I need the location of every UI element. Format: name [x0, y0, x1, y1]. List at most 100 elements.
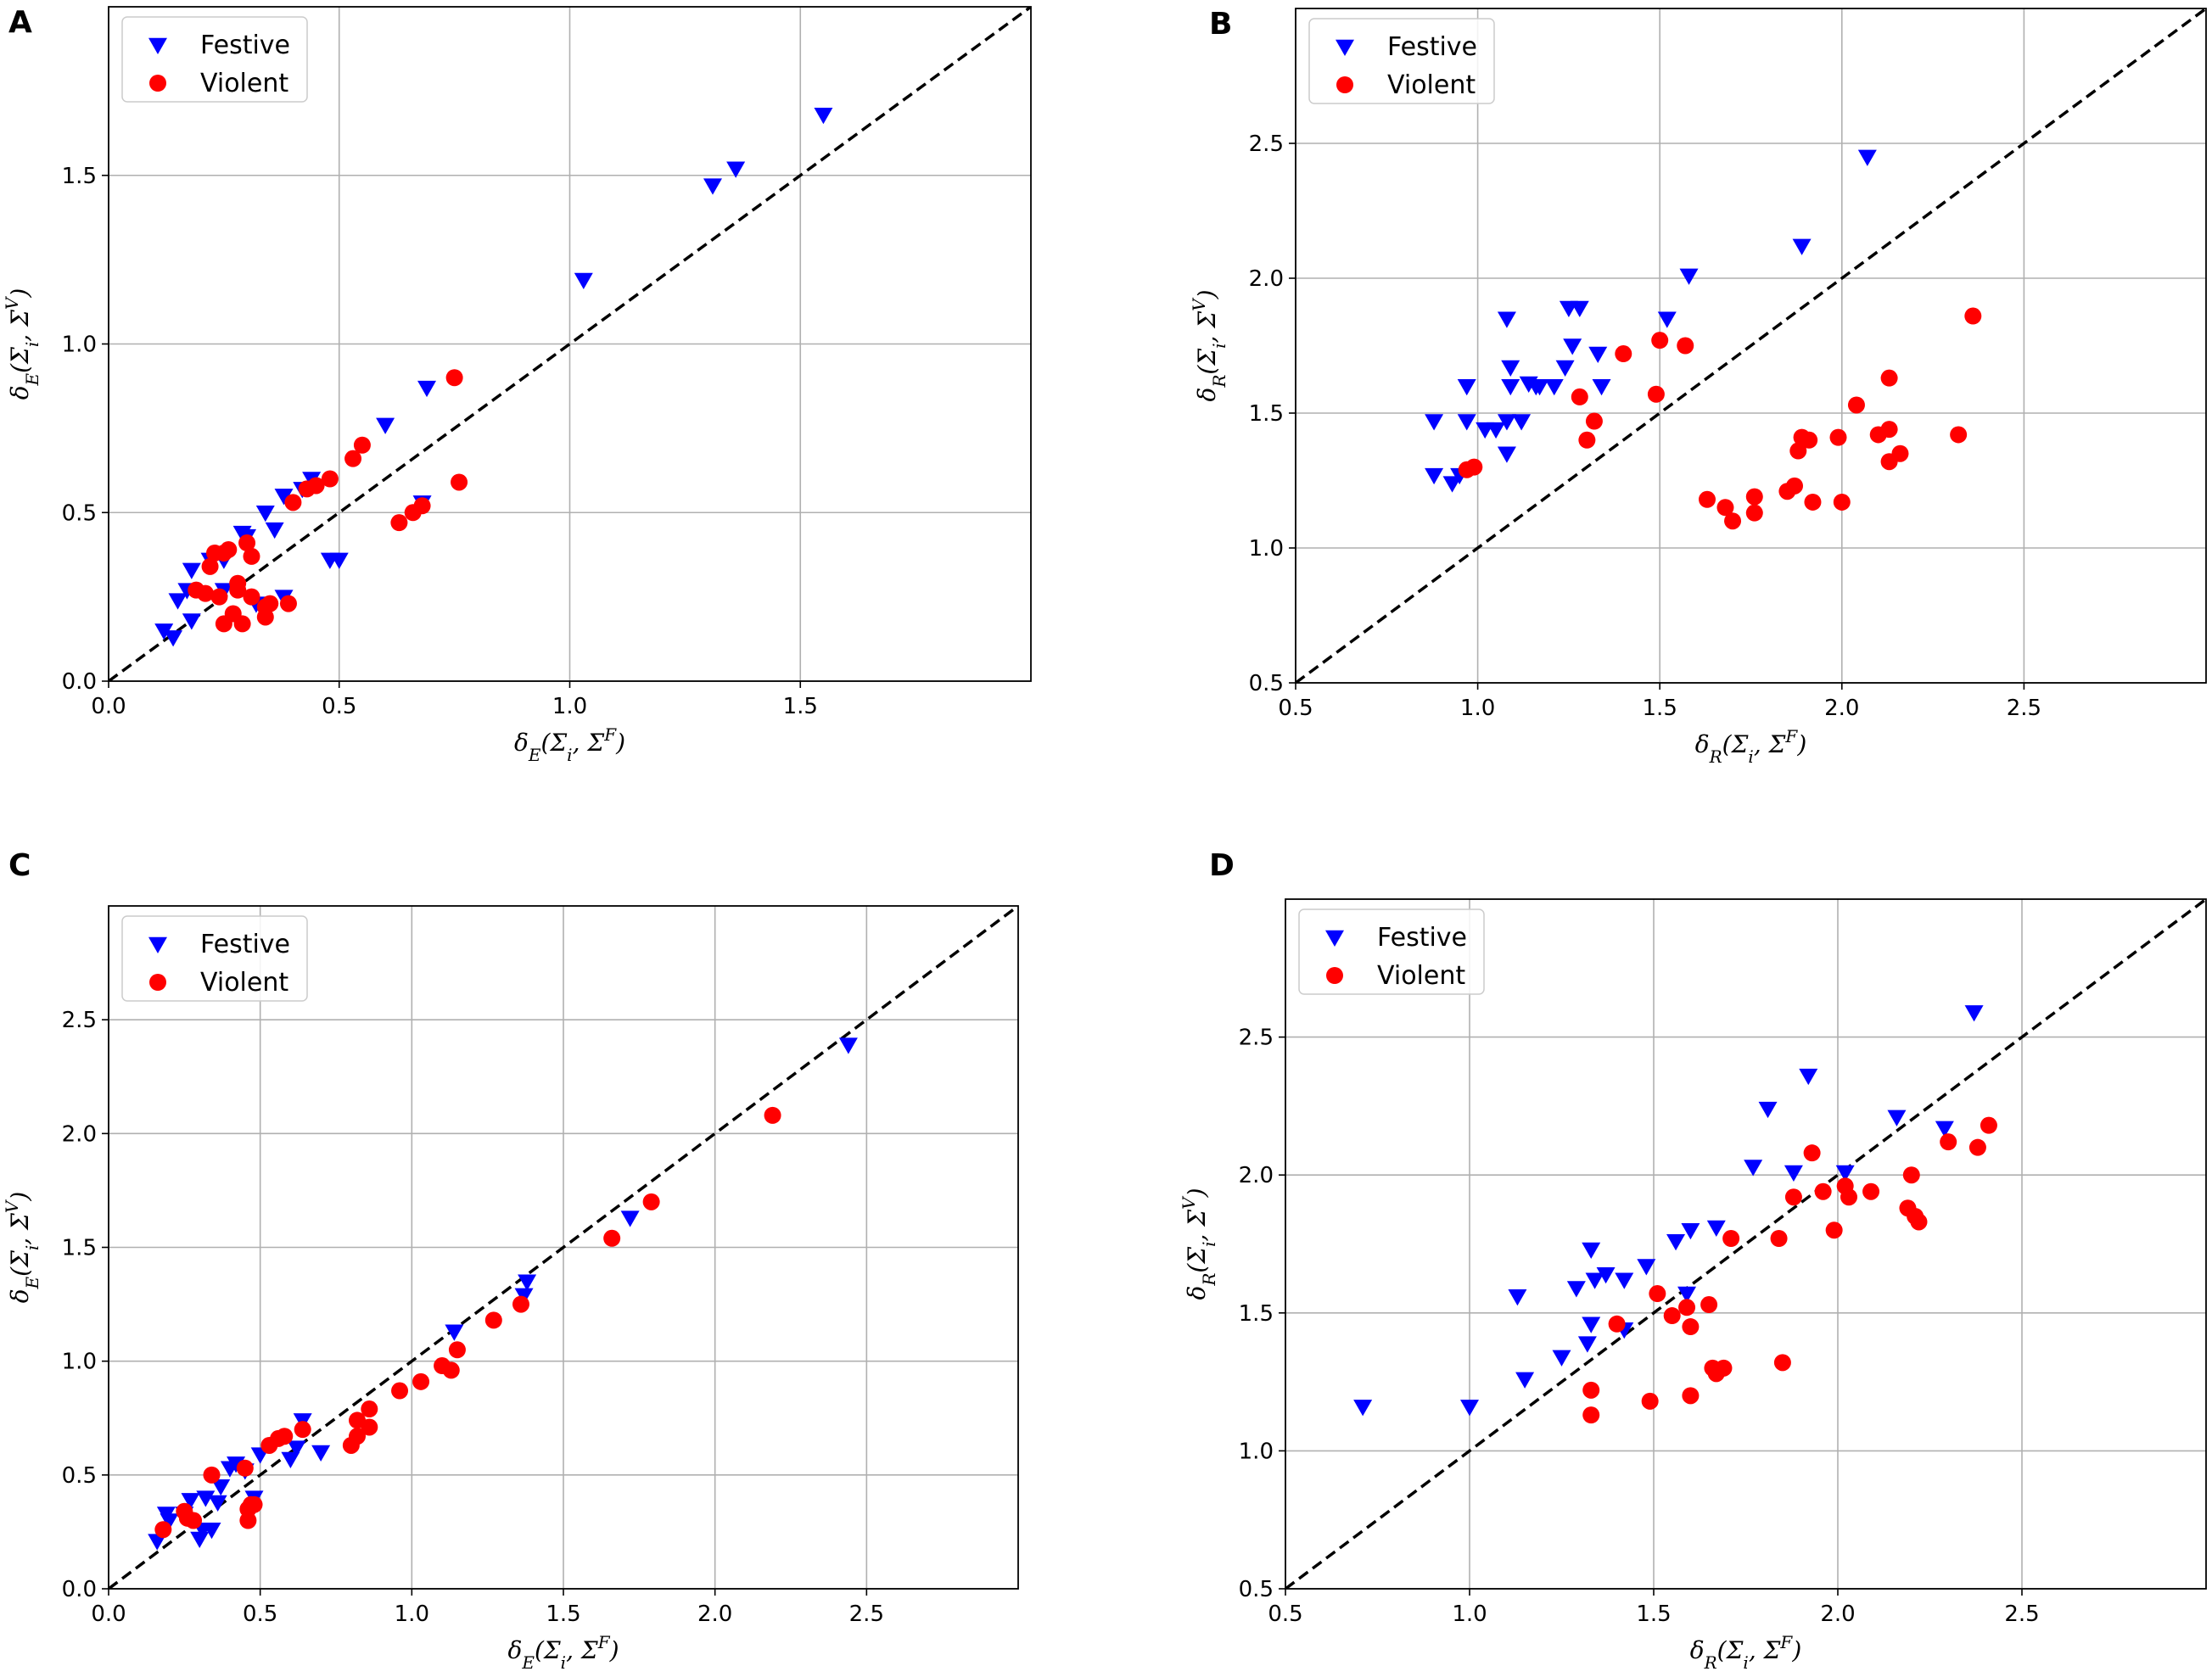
- y-tick-label: 2.0: [1249, 266, 1284, 292]
- x-tick-label: 0.5: [1268, 1602, 1302, 1627]
- violent-point: [1784, 1188, 1802, 1206]
- violent-point: [1800, 431, 1818, 449]
- festive-point: [202, 1522, 221, 1540]
- violent-point: [1789, 442, 1807, 460]
- y-tick-label: 1.0: [62, 333, 97, 358]
- x-tick-label: 0.5: [322, 694, 356, 719]
- festive-point: [1544, 378, 1564, 396]
- festive-point: [1460, 1400, 1479, 1417]
- violent-point: [201, 557, 219, 575]
- festive-point: [1577, 1336, 1597, 1353]
- violent-point: [154, 1521, 172, 1539]
- violent-point: [1902, 1166, 1920, 1184]
- festive-point: [1835, 1165, 1855, 1182]
- legend: Festive Violent: [1308, 18, 1495, 104]
- violent-point: [1647, 385, 1665, 403]
- festive-point: [1497, 414, 1516, 431]
- violent-point: [321, 470, 339, 488]
- y-tick-label: 2.0: [62, 1121, 97, 1147]
- y-tick-label: 1.5: [62, 1236, 97, 1261]
- festive-point: [1457, 414, 1476, 431]
- y-tick-label: 1.5: [1249, 401, 1284, 427]
- series-violent: [188, 369, 468, 633]
- plot-frame: [1285, 898, 2207, 1590]
- festive-point: [1657, 311, 1677, 328]
- x-tick-label: 2.5: [2007, 696, 2041, 721]
- y-tick-label: 1.0: [1239, 1439, 1274, 1464]
- festive-point: [1615, 1272, 1634, 1289]
- violent-point: [1847, 396, 1865, 414]
- festive-point: [1582, 1242, 1601, 1260]
- violent-point: [1578, 431, 1596, 449]
- violent-point: [284, 494, 302, 511]
- festive-point: [1677, 1286, 1697, 1304]
- festive-point: [1592, 378, 1611, 396]
- violent-point: [391, 1382, 409, 1400]
- panel-letter: A: [8, 5, 32, 40]
- festive-point: [1501, 378, 1520, 396]
- violent-point: [1770, 1229, 1788, 1247]
- violent-point: [238, 534, 256, 552]
- x-tick-label: 1.0: [552, 694, 587, 719]
- panel-letter: C: [8, 848, 31, 883]
- identity-line: [1285, 899, 2206, 1589]
- violent-point: [197, 584, 215, 602]
- legend-festive-label: Festive: [200, 930, 290, 959]
- festive-point: [255, 506, 275, 523]
- violent-point: [1615, 345, 1632, 363]
- festive-point: [417, 380, 437, 398]
- violent-point: [413, 497, 431, 515]
- festive-point: [620, 1210, 640, 1227]
- chart-panel-b: 0.5 1.0 1.5 2.0 2.5 0.5 1.0 1.5 2.0 2.5 δR(Σi, ΣF)…: [1189, 7, 2207, 767]
- festive-point: [1679, 268, 1699, 285]
- festive-point: [574, 272, 593, 289]
- legend-festive-marker: [148, 936, 167, 953]
- violent-point: [1582, 1381, 1600, 1399]
- series-festive: [1425, 149, 1877, 493]
- festive-point: [148, 1534, 167, 1551]
- festive-point: [1666, 1233, 1686, 1251]
- violent-point: [764, 1106, 781, 1124]
- chart-panel-a: 0.0 0.5 1.0 1.5 0.0 0.5 1.0 1.5 δE(Σi, ΣF) δE(Σi,…: [2, 5, 1032, 765]
- festive-point: [376, 417, 395, 434]
- violent-point: [1964, 307, 1982, 325]
- festive-point: [281, 1451, 300, 1469]
- festive-point: [1353, 1400, 1373, 1417]
- series-festive: [1353, 1005, 1984, 1417]
- x-tick-label: 1.5: [546, 1602, 580, 1627]
- festive-point: [227, 1456, 246, 1473]
- legend-violent-label: Violent: [1387, 70, 1476, 100]
- violent-point: [1786, 477, 1804, 495]
- x-tick-label: 2.5: [2004, 1602, 2039, 1627]
- y-tick-label: 0.5: [1239, 1577, 1274, 1602]
- violent-point: [442, 1361, 460, 1379]
- festive-point: [1792, 238, 1812, 255]
- violent-point: [1582, 1406, 1600, 1424]
- violent-point: [1840, 1188, 1858, 1206]
- festive-point: [1425, 467, 1444, 485]
- legend-box: [1298, 908, 1485, 995]
- violent-point: [1700, 1296, 1718, 1314]
- violent-point: [1465, 458, 1483, 476]
- x-axis-label: δR(Σi, ΣF): [1695, 726, 1807, 767]
- legend: Festive Violent: [121, 915, 308, 1002]
- violent-point: [1880, 369, 1898, 387]
- festive-point: [181, 1493, 200, 1510]
- y-tick-label: 2.5: [1239, 1026, 1274, 1051]
- violent-point: [603, 1229, 621, 1247]
- x-tick-label: 2.0: [1820, 1602, 1855, 1627]
- festive-point: [329, 552, 349, 569]
- legend-violent-label: Violent: [1377, 961, 1465, 991]
- festive-point: [1563, 338, 1582, 355]
- violent-point: [245, 1495, 263, 1513]
- festive-point: [182, 613, 201, 630]
- festive-point: [196, 1490, 216, 1507]
- violent-point: [361, 1418, 378, 1436]
- x-tick-label: 1.0: [1460, 696, 1495, 721]
- violent-point: [1722, 1229, 1740, 1247]
- violent-point: [1641, 1392, 1659, 1410]
- violent-point: [1833, 493, 1851, 511]
- violent-point: [1940, 1133, 1957, 1151]
- violent-point: [1571, 388, 1588, 405]
- violent-point: [412, 1372, 430, 1390]
